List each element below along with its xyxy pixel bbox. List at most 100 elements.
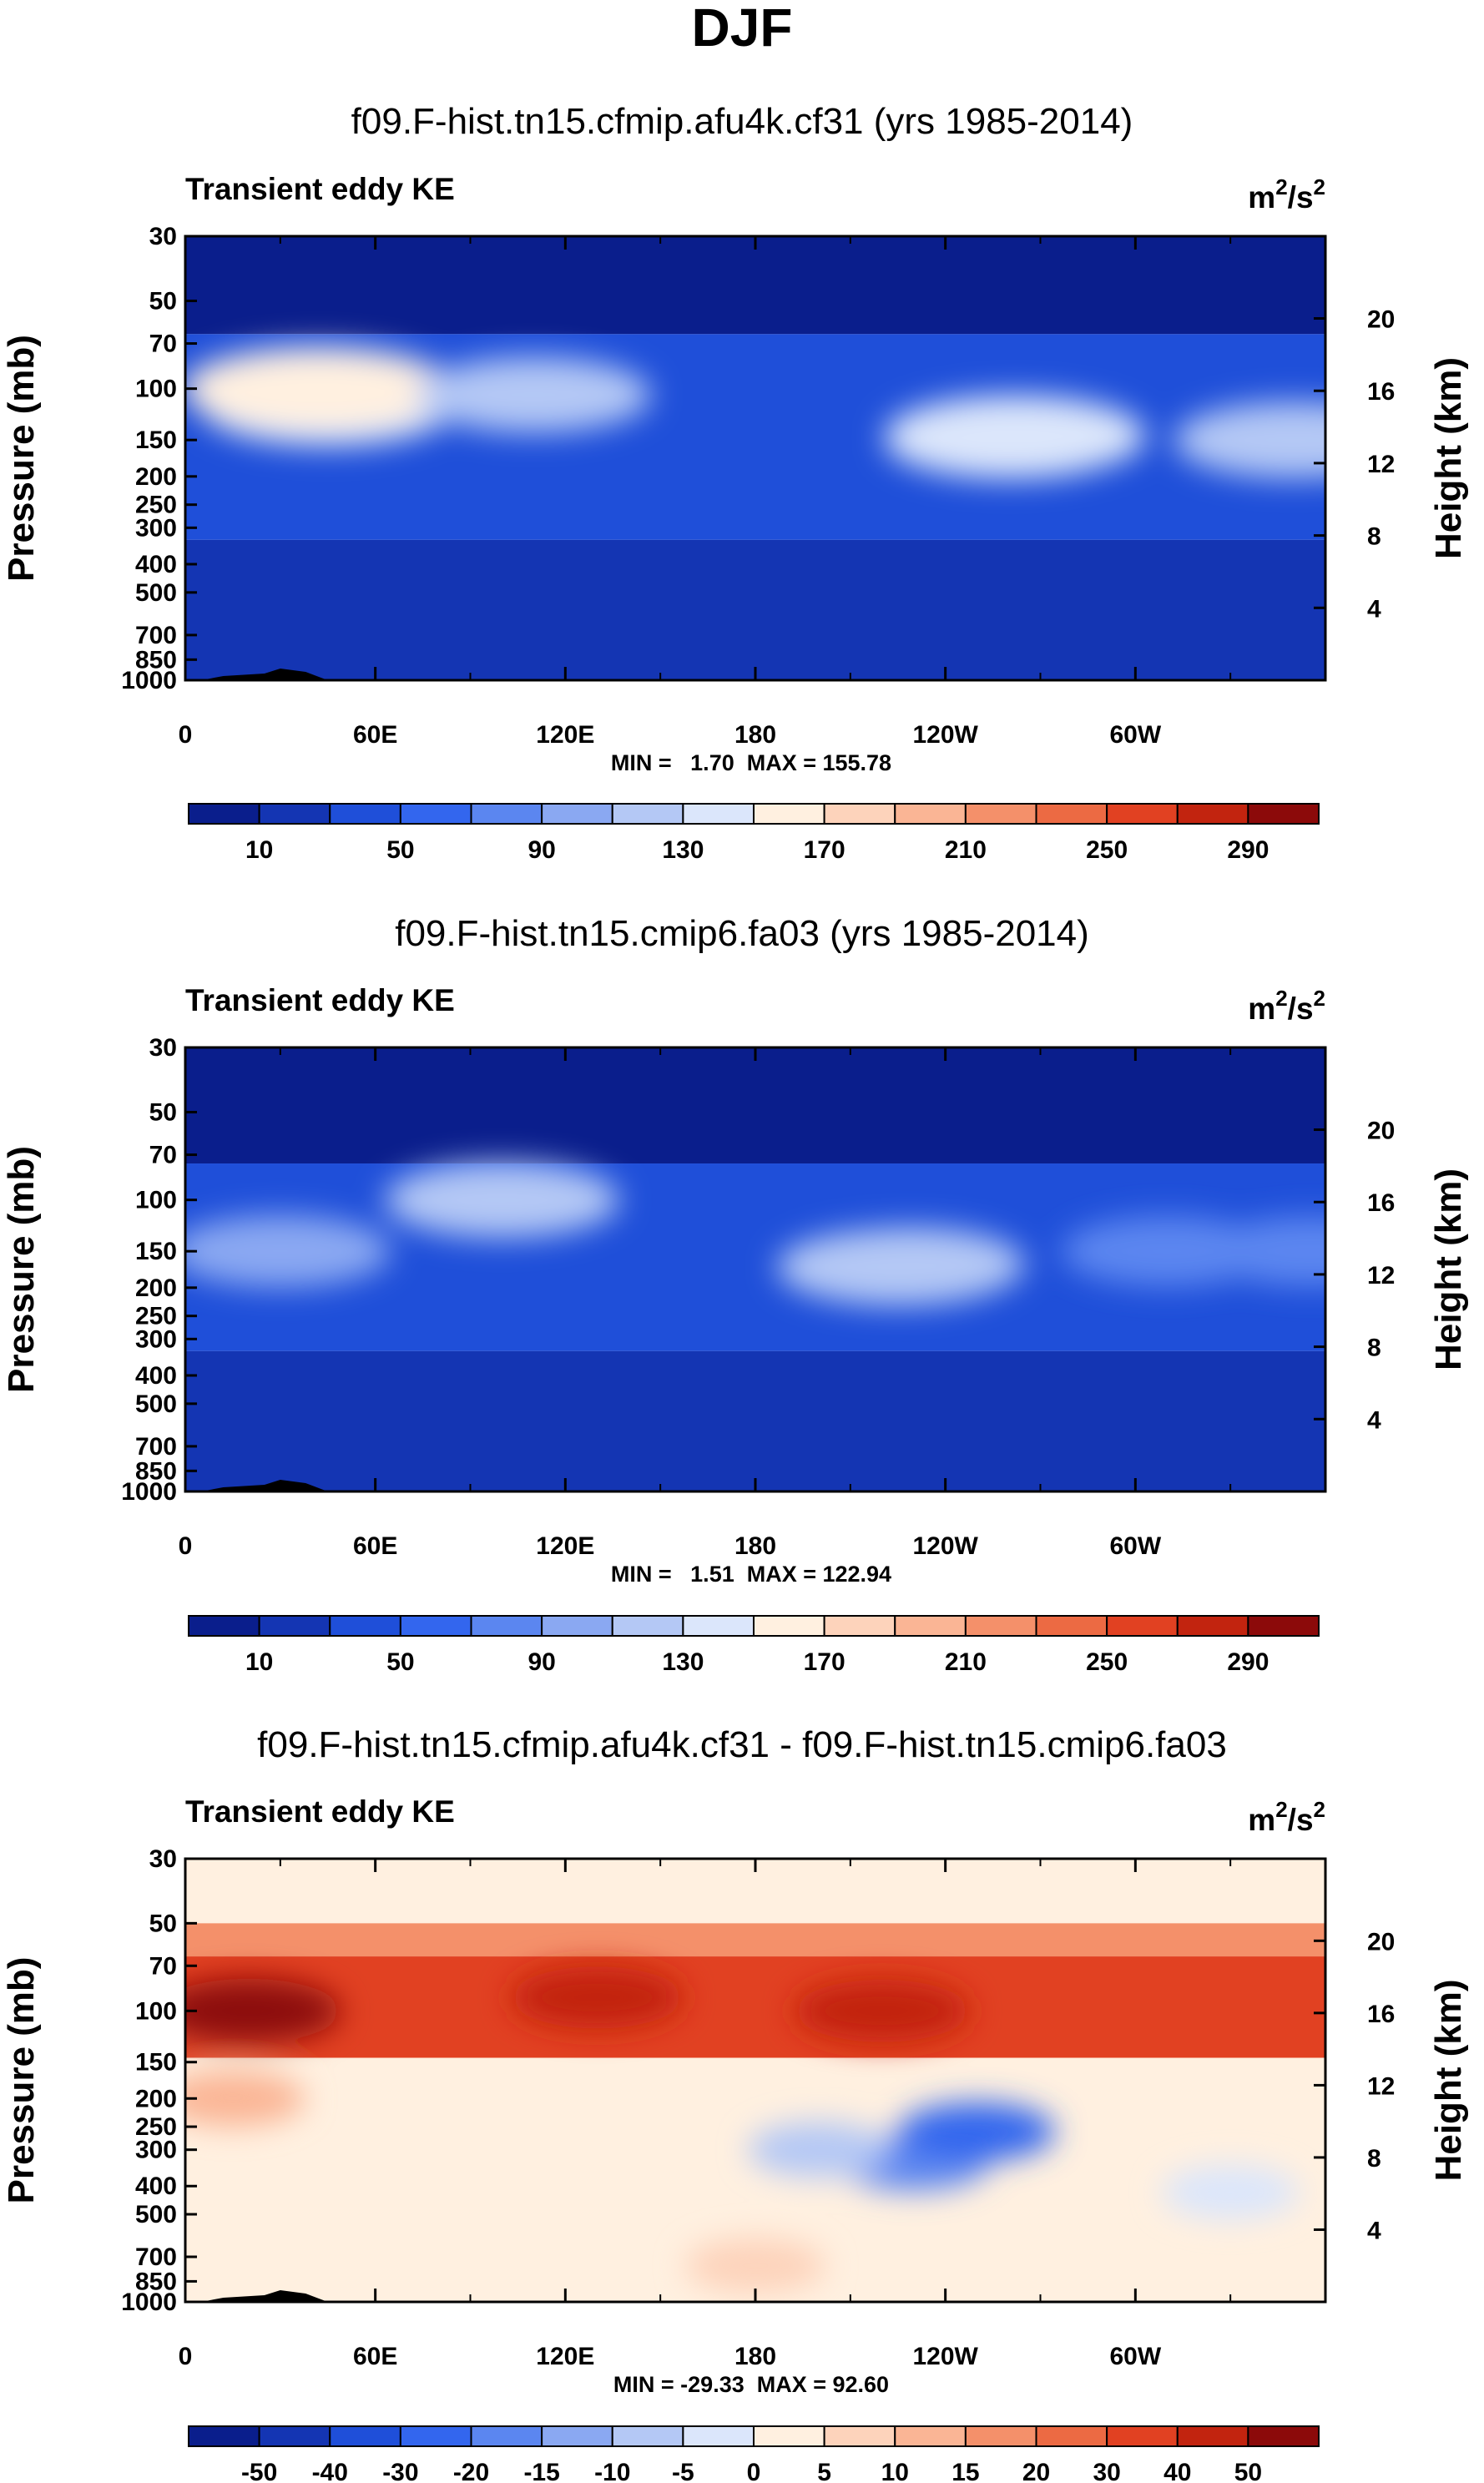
colorbar-box <box>682 1615 755 1637</box>
units-part-units-sup1: 2 <box>1275 986 1287 1011</box>
colorbar-label: 30 <box>1093 2459 1120 2483</box>
colorbar-box <box>258 803 331 825</box>
contour-blob-2 <box>511 1966 684 2029</box>
colorbar: 10 50 90 130 170 210 250 290 <box>188 1615 1320 1676</box>
contour-blob-3 <box>416 356 651 433</box>
panel-variable-label: Transient eddy KE <box>185 983 455 1017</box>
panel-variable-label: Transient eddy KE <box>185 1794 455 1829</box>
colorbar-label: 20 <box>1022 2459 1050 2483</box>
height-tick-label: 20 <box>1367 1118 1395 1145</box>
contour-blob-7 <box>748 2122 890 2178</box>
colorbar-label: 50 <box>1234 2459 1262 2483</box>
colorbar-box <box>541 1615 613 1637</box>
y-tick-label: 700 <box>135 622 177 649</box>
contour-blob-6 <box>1206 1216 1325 1286</box>
colorbar-label: -5 <box>672 2459 694 2483</box>
x-tick-label: 60W <box>1109 1532 1161 1560</box>
y-tick-label: 1000 <box>121 2289 177 2316</box>
colorbar-box <box>682 803 755 825</box>
contour-blob-5 <box>885 395 1146 477</box>
contour-blob-4 <box>776 1229 1019 1306</box>
colorbar-label: -40 <box>312 2459 348 2483</box>
colorbar-box <box>894 1615 967 1637</box>
colorbar-label: 5 <box>817 2459 831 2483</box>
height-tick-label: 4 <box>1367 1406 1381 1434</box>
colorbar-box <box>1035 2425 1108 2447</box>
y-tick-label: 250 <box>135 1303 177 1330</box>
colorbar-box <box>541 803 613 825</box>
colorbar-box <box>399 1615 472 1637</box>
y-tick-label: 100 <box>135 1997 177 2025</box>
panel-units: m2/s2 <box>1248 174 1325 214</box>
x-tick-label: 120E <box>536 1532 594 1560</box>
colorbar-label: -30 <box>382 2459 418 2483</box>
colorbar-box <box>964 803 1037 825</box>
contour-field <box>185 236 1325 680</box>
height-axis-title: Height (km) <box>1428 1168 1469 1370</box>
colorbar-box <box>1035 1615 1108 1637</box>
units-part-units-sup2: 2 <box>1314 1797 1325 1822</box>
x-tick-label: 60E <box>353 1532 397 1560</box>
colorbar-label: -20 <box>453 2459 489 2483</box>
y-tick-label: 30 <box>149 223 177 250</box>
colorbar-box <box>753 803 825 825</box>
height-tick-label: 16 <box>1367 2001 1395 2028</box>
height-tick-label: 16 <box>1367 378 1395 406</box>
x-tick-label: 120W <box>912 721 978 749</box>
colorbar-box <box>1247 1615 1320 1637</box>
colorbar-label: 290 <box>1227 1648 1269 1676</box>
colorbar-box <box>541 2425 613 2447</box>
contour-blob-1 <box>384 1162 619 1238</box>
y-tick-label: 500 <box>135 2201 177 2228</box>
y-tick-label: 200 <box>135 1274 177 1302</box>
contour-blob-2 <box>185 1214 391 1288</box>
y-tick-label: 150 <box>135 1238 177 1265</box>
units-part-units-sup1: 2 <box>1275 1797 1287 1822</box>
figure-title: DJF <box>692 0 793 58</box>
y-tick-label: 200 <box>135 463 177 491</box>
y-tick-label: 300 <box>135 514 177 542</box>
contour-blobs <box>185 1162 1325 1306</box>
y-tick-label: 30 <box>149 1034 177 1062</box>
colorbar-label: 170 <box>804 836 845 864</box>
contour-blob-6 <box>898 2102 1056 2162</box>
colorbar-box <box>1106 803 1179 825</box>
colorbar-box <box>611 803 684 825</box>
x-tick-label: 60E <box>353 2343 397 2370</box>
units-part-units-base: m <box>1248 1803 1275 1837</box>
colorbar-box <box>823 1615 896 1637</box>
y-tick-label: 1000 <box>121 667 177 694</box>
colorbar-box <box>753 1615 825 1637</box>
colorbar-box <box>964 1615 1037 1637</box>
colorbar: -50 -40 -30 -20 -15 -10 -5 0 5 10 15 20 30 40 50 <box>188 2425 1320 2483</box>
colorbar-box <box>188 803 260 825</box>
colorbar-box <box>1035 803 1108 825</box>
x-tick-label: 180 <box>734 2343 776 2370</box>
colorbar-box <box>1247 803 1320 825</box>
y-tick-label: 300 <box>135 1325 177 1353</box>
x-tick-label: 0 <box>179 1532 193 1560</box>
units-part-units-mid: /s <box>1288 992 1314 1026</box>
y-tick-label: 250 <box>135 2113 177 2141</box>
y-tick-label: 700 <box>135 2243 177 2271</box>
x-tick-label: 60W <box>1109 2343 1161 2370</box>
y-tick-label: 250 <box>135 492 177 519</box>
y-tick-label: 850 <box>135 1457 177 1485</box>
colorbar-box <box>258 1615 331 1637</box>
y-axis-title: Pressure (mb) <box>1 1146 42 1393</box>
y-axis-title: Pressure (mb) <box>1 335 42 582</box>
y-tick-label: 850 <box>135 2268 177 2295</box>
colorbar-box <box>470 803 543 825</box>
min-max-label: MIN = -29.33 MAX = 92.60 <box>613 2372 889 2397</box>
colorbar-label: 40 <box>1163 2459 1191 2483</box>
units-part-units-sup2: 2 <box>1314 986 1325 1011</box>
colorbar-label: 10 <box>245 836 273 864</box>
colorbar-box <box>1176 803 1249 825</box>
height-tick-label: 8 <box>1367 2145 1381 2173</box>
y-tick-label: 50 <box>149 1099 177 1127</box>
min-max-label: MIN = 1.51 MAX = 122.94 <box>611 1562 891 1587</box>
colorbar-box <box>611 1615 684 1637</box>
colorbar-box <box>1176 1615 1249 1637</box>
y-tick-label: 50 <box>149 288 177 315</box>
